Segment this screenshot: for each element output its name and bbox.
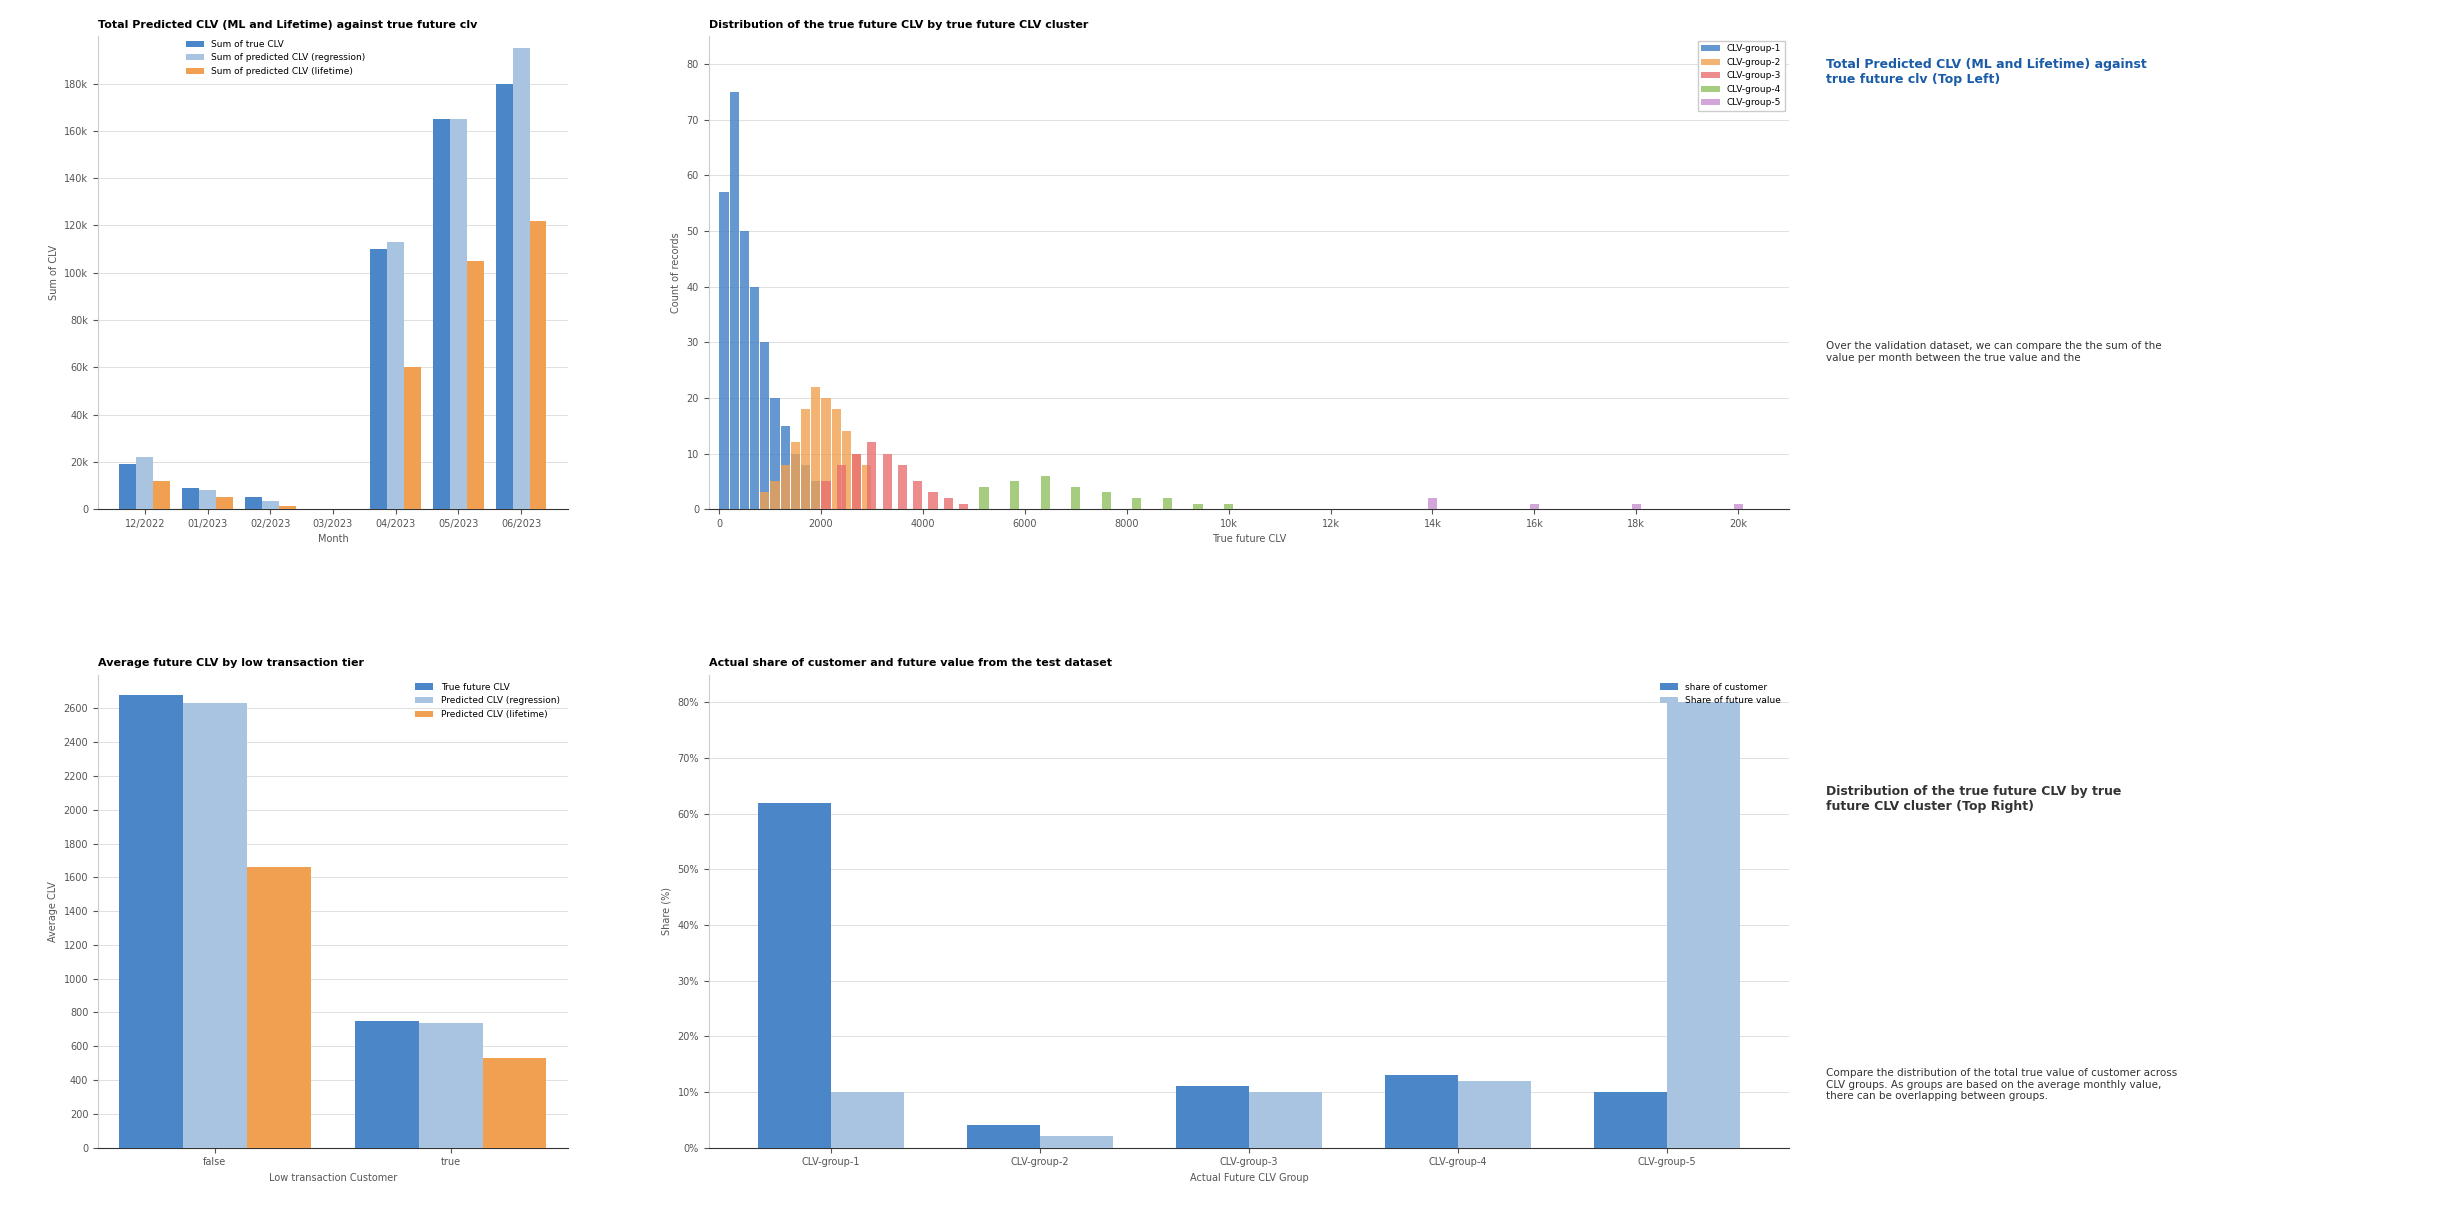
- Bar: [262, 501, 279, 509]
- Bar: [779, 425, 789, 509]
- Bar: [853, 453, 860, 509]
- Bar: [868, 442, 877, 509]
- Bar: [1162, 498, 1172, 509]
- Legend: CLV-group-1, CLV-group-2, CLV-group-3, CLV-group-4, CLV-group-5: CLV-group-1, CLV-group-2, CLV-group-3, C…: [1699, 41, 1784, 111]
- Bar: [760, 342, 770, 509]
- Bar: [1429, 498, 1436, 509]
- Bar: [1039, 1137, 1113, 1148]
- Bar: [1176, 1086, 1250, 1148]
- Bar: [1223, 504, 1233, 509]
- Bar: [355, 1021, 419, 1148]
- Bar: [370, 249, 387, 509]
- Bar: [1071, 487, 1081, 509]
- Bar: [914, 481, 922, 509]
- Bar: [821, 397, 831, 509]
- X-axis label: True future CLV: True future CLV: [1211, 534, 1287, 545]
- Bar: [980, 487, 988, 509]
- Bar: [1042, 476, 1049, 509]
- Bar: [792, 453, 799, 509]
- Text: Total Predicted CLV (ML and Lifetime) against true future clv: Total Predicted CLV (ML and Lifetime) ag…: [98, 19, 478, 30]
- Bar: [120, 464, 137, 509]
- Bar: [811, 387, 821, 509]
- Bar: [419, 1023, 483, 1148]
- Legend: Sum of true CLV, Sum of predicted CLV (regression), Sum of predicted CLV (lifeti: Sum of true CLV, Sum of predicted CLV (r…: [181, 36, 370, 80]
- Bar: [853, 453, 860, 509]
- Bar: [801, 465, 811, 509]
- Bar: [1632, 504, 1640, 509]
- Legend: True future CLV, Predicted CLV (regression), Predicted CLV (lifetime): True future CLV, Predicted CLV (regressi…: [412, 679, 564, 722]
- Bar: [958, 504, 968, 509]
- Bar: [811, 481, 821, 509]
- Bar: [483, 1058, 547, 1148]
- Text: Distribution of the true future CLV by true future CLV cluster: Distribution of the true future CLV by t…: [708, 19, 1088, 30]
- Y-axis label: Count of records: Count of records: [672, 232, 681, 313]
- Bar: [181, 488, 199, 509]
- Y-axis label: Sum of CLV: Sum of CLV: [49, 245, 59, 301]
- Bar: [1132, 498, 1142, 509]
- Bar: [495, 83, 512, 509]
- Y-axis label: Average CLV: Average CLV: [49, 881, 59, 941]
- X-axis label: Month: Month: [319, 534, 348, 545]
- Bar: [1100, 493, 1110, 509]
- Bar: [757, 802, 831, 1148]
- Y-axis label: Share (%): Share (%): [662, 887, 672, 935]
- X-axis label: Low transaction Customer: Low transaction Customer: [270, 1173, 397, 1183]
- Bar: [216, 498, 233, 509]
- Bar: [760, 493, 770, 509]
- Bar: [1250, 1092, 1321, 1148]
- Bar: [1385, 1075, 1458, 1148]
- Bar: [184, 703, 248, 1148]
- Bar: [821, 481, 831, 509]
- Text: Total Predicted CLV (ML and Lifetime) against
true future clv (Top Left): Total Predicted CLV (ML and Lifetime) ag…: [1826, 58, 2147, 87]
- Bar: [721, 192, 728, 509]
- Text: Average future CLV by low transaction tier: Average future CLV by low transaction ti…: [98, 658, 365, 668]
- Bar: [1593, 1092, 1667, 1148]
- Bar: [801, 410, 811, 509]
- Bar: [1733, 504, 1743, 509]
- Bar: [137, 457, 154, 509]
- Bar: [1010, 481, 1020, 509]
- Text: Distribution of the true future CLV by true
future CLV cluster (Top Right): Distribution of the true future CLV by t…: [1826, 785, 2123, 813]
- Bar: [770, 397, 779, 509]
- Text: Actual share of customer and future value from the test dataset: Actual share of customer and future valu…: [708, 658, 1113, 668]
- Bar: [279, 506, 297, 509]
- Bar: [404, 367, 422, 509]
- Bar: [154, 481, 169, 509]
- Bar: [451, 120, 466, 509]
- Bar: [245, 498, 262, 509]
- Bar: [831, 410, 841, 509]
- Bar: [512, 48, 529, 509]
- Bar: [387, 242, 404, 509]
- Bar: [730, 92, 738, 509]
- Bar: [750, 286, 760, 509]
- Bar: [740, 231, 750, 509]
- Bar: [897, 465, 907, 509]
- Bar: [792, 442, 799, 509]
- Bar: [779, 465, 789, 509]
- Bar: [841, 431, 850, 509]
- Bar: [466, 261, 483, 509]
- Bar: [1529, 504, 1539, 509]
- Text: Compare the distribution of the total true value of customer across
CLV groups. : Compare the distribution of the total tr…: [1826, 1057, 2176, 1113]
- Bar: [434, 120, 451, 509]
- Bar: [1458, 1081, 1532, 1148]
- X-axis label: Actual Future CLV Group: Actual Future CLV Group: [1189, 1173, 1309, 1183]
- Bar: [882, 453, 892, 509]
- Bar: [120, 695, 184, 1148]
- Bar: [966, 1126, 1039, 1148]
- Bar: [248, 867, 311, 1148]
- Bar: [199, 490, 216, 509]
- Bar: [944, 498, 953, 509]
- Bar: [529, 221, 547, 509]
- Bar: [1667, 703, 1740, 1148]
- Bar: [770, 481, 779, 509]
- Legend: share of customer, Share of future value: share of customer, Share of future value: [1657, 679, 1784, 709]
- Bar: [863, 465, 870, 509]
- Text: Over the validation dataset, we can compare the the sum of the
value per month b: Over the validation dataset, we can comp…: [1826, 330, 2162, 374]
- Bar: [831, 1092, 904, 1148]
- Bar: [836, 465, 846, 509]
- Bar: [929, 493, 939, 509]
- Bar: [1194, 504, 1203, 509]
